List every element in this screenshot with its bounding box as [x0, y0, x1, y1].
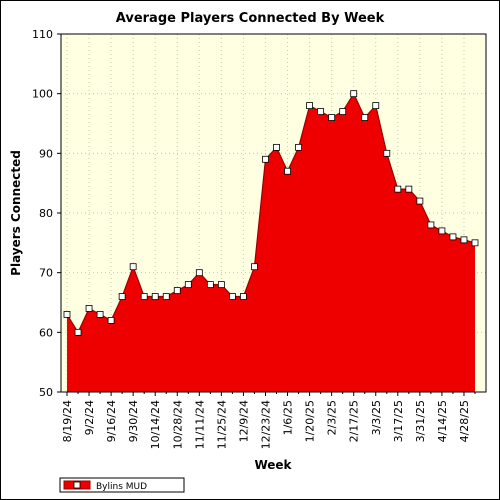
- data-point: [317, 108, 325, 115]
- x-tick-label: 10/28/24: [171, 400, 184, 449]
- y-tick-label: 80: [39, 207, 53, 220]
- chart-title: Average Players Connected By Week: [116, 11, 385, 26]
- x-tick-label: 4/28/25: [458, 400, 471, 442]
- data-point: [162, 293, 170, 300]
- data-point: [85, 305, 93, 312]
- data-point: [118, 293, 126, 300]
- data-point: [284, 167, 291, 175]
- data-point: [383, 149, 391, 157]
- data-point: [173, 287, 181, 294]
- data-point: [273, 143, 280, 151]
- y-tick-label: 90: [39, 147, 53, 160]
- data-point: [306, 102, 313, 109]
- data-point: [427, 221, 435, 229]
- x-tick-label: 9/30/24: [127, 400, 140, 442]
- data-point: [295, 143, 302, 151]
- x-axis-label: Week: [254, 458, 292, 472]
- x-tick-label: 12/23/24: [259, 400, 272, 449]
- data-point: [129, 263, 137, 271]
- data-point: [74, 328, 82, 336]
- data-point: [251, 263, 258, 271]
- data-point: [460, 236, 468, 244]
- data-point: [372, 102, 380, 109]
- data-point: [206, 281, 214, 289]
- data-point: [262, 155, 269, 163]
- data-point: [229, 293, 236, 300]
- data-point: [140, 293, 148, 300]
- x-tick-label: 1/20/25: [304, 400, 317, 442]
- x-tick-label: 4/14/25: [436, 400, 449, 442]
- area-fill: [67, 93, 475, 393]
- data-point: [416, 197, 424, 205]
- data-point: [328, 114, 336, 121]
- x-tick-label: 3/3/25: [370, 400, 383, 435]
- data-point: [240, 293, 247, 300]
- data-point: [449, 233, 457, 241]
- x-tick-label: 10/14/24: [149, 400, 162, 449]
- x-tick-label: 3/17/25: [392, 400, 405, 442]
- data-point: [195, 269, 203, 277]
- legend: Bylins MUD: [59, 477, 185, 493]
- x-tick-label: 1/6/25: [282, 400, 295, 435]
- data-point: [63, 311, 71, 318]
- data-point: [471, 239, 479, 247]
- x-tick-label: 11/11/24: [193, 400, 206, 449]
- data-point: [350, 90, 358, 98]
- data-point: [339, 108, 347, 115]
- y-tick-label: 110: [32, 28, 53, 41]
- legend-label: Bylins MUD: [96, 482, 147, 492]
- data-point: [107, 316, 115, 324]
- data-point: [394, 185, 402, 193]
- y-tick-label: 50: [39, 386, 53, 399]
- data-point: [217, 281, 225, 289]
- series-markers: [63, 90, 479, 336]
- data-point: [96, 311, 104, 318]
- y-axis: 50 60 70 80 90 100 110: [32, 28, 61, 399]
- y-tick-label: 100: [32, 88, 53, 101]
- legend-box: [59, 477, 185, 493]
- data-point: [438, 227, 446, 235]
- legend-marker: [73, 481, 81, 489]
- x-axis: 8/19/24 9/2/24 9/16/24 9/30/24 10/14/24 10/28…: [61, 392, 476, 449]
- data-point: [361, 114, 369, 121]
- x-tick-label: 3/31/25: [414, 400, 427, 442]
- y-tick-label: 70: [39, 267, 53, 280]
- y-tick-label: 60: [39, 326, 53, 339]
- y-axis-label: Players Connected: [9, 150, 23, 276]
- data-point: [184, 281, 192, 289]
- x-tick-label: 12/9/24: [237, 400, 250, 442]
- x-tick-label: 9/2/24: [83, 400, 96, 435]
- x-tick-label: 8/19/24: [61, 400, 74, 442]
- x-tick-label: 2/3/25: [326, 400, 339, 435]
- x-tick-label: 9/16/24: [105, 400, 118, 442]
- x-tick-label: 11/25/24: [215, 400, 228, 449]
- data-point: [405, 185, 413, 193]
- data-point: [151, 293, 159, 300]
- x-tick-label: 2/17/25: [348, 400, 361, 442]
